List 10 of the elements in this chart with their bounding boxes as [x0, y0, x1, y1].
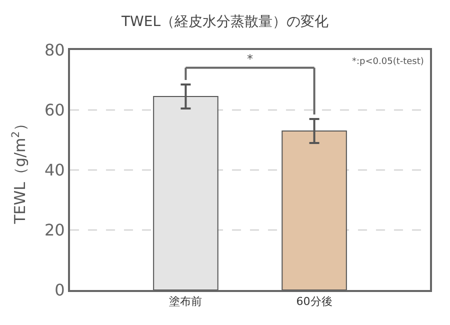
- chart-title: TWEL（経皮水分蒸散量）の変化: [120, 14, 329, 30]
- x-tick-label: 60分後: [296, 295, 332, 308]
- y-tick-label: 80: [44, 40, 65, 60]
- annotation: *: [247, 52, 253, 66]
- x-tick-label: 塗布前: [169, 295, 202, 308]
- y-tick-label: 60: [44, 100, 65, 120]
- y-tick-label: 20: [44, 220, 65, 240]
- y-tick-label: 40: [44, 160, 65, 180]
- y-tick-label: 0: [54, 280, 65, 300]
- annotation: *:p<0.05(t-test): [352, 57, 424, 67]
